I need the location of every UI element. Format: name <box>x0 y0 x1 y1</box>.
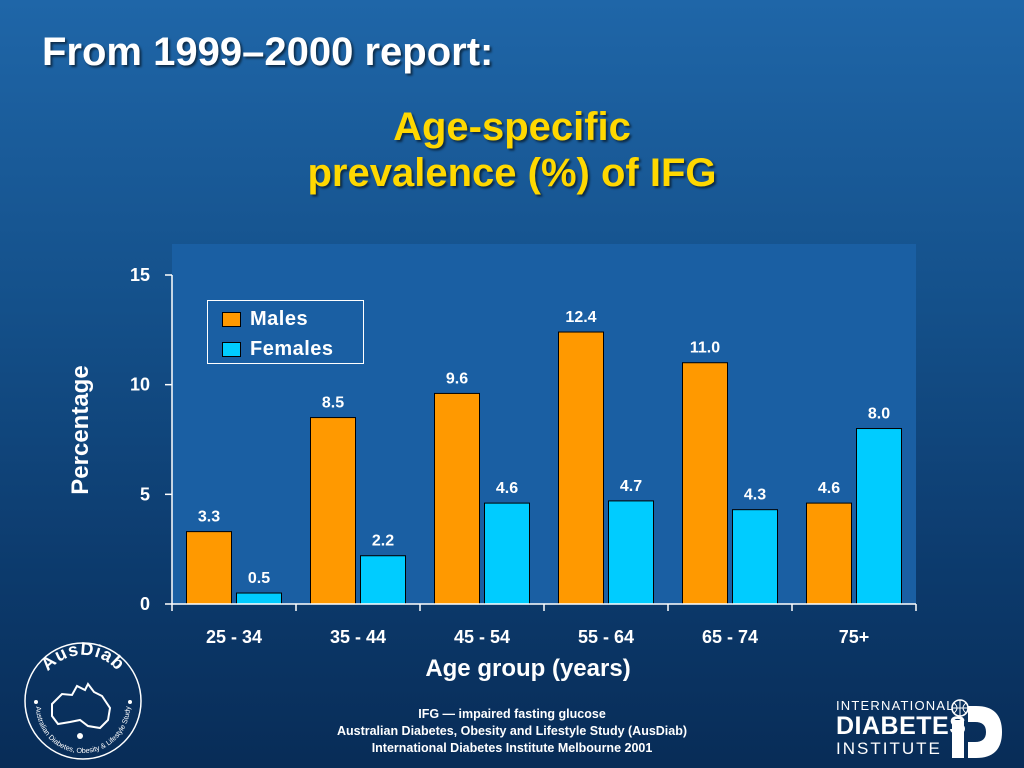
bar-males-0 <box>186 531 232 605</box>
data-label-females-0: 0.5 <box>248 570 270 587</box>
slide-heading: From 1999–2000 report: <box>42 30 494 74</box>
tasmania-icon <box>77 733 83 739</box>
data-label-females-2: 4.6 <box>496 480 518 497</box>
idi-emblem-icon <box>951 699 1002 758</box>
bar-females-3 <box>608 500 654 605</box>
legend-item-females: Females <box>222 338 334 361</box>
bar-females-5 <box>856 428 902 605</box>
chart-title-line1: Age-specific <box>393 105 631 149</box>
data-label-males-2: 9.6 <box>446 370 468 387</box>
x-tick-label-0: 25 - 34 <box>206 627 262 647</box>
svg-text:AusDiab: AusDiab <box>37 640 129 674</box>
data-label-females-4: 4.3 <box>744 487 766 504</box>
legend-swatch-males <box>222 312 241 327</box>
x-tick-label-1: 35 - 44 <box>330 627 386 647</box>
idi-logo: INTERNATIONAL DIABETES INSTITUTE <box>836 698 1004 760</box>
data-label-males-5: 4.6 <box>818 480 840 497</box>
x-tick-label-3: 55 - 64 <box>578 627 634 647</box>
bar-males-2 <box>434 392 480 605</box>
legend-swatch-females <box>222 342 241 357</box>
data-label-females-1: 2.2 <box>372 533 394 550</box>
australia-map-icon <box>51 682 112 730</box>
plot-area <box>172 244 916 604</box>
ausdiab-logo: AusDiab Australian Diabetes, Obesity & L… <box>24 640 142 760</box>
data-label-females-3: 4.7 <box>620 478 642 495</box>
x-tick-label-4: 65 - 74 <box>702 627 758 647</box>
y-tick-label-5: 5 <box>140 484 150 504</box>
x-tick-label-5: 75+ <box>839 627 870 647</box>
bar-females-4 <box>732 509 778 605</box>
bar-males-5 <box>806 502 852 605</box>
bar-males-4 <box>682 362 728 605</box>
legend-label-females: Females <box>250 338 334 360</box>
data-label-males-1: 8.5 <box>322 395 344 412</box>
footnote: IFG — impaired fasting glucose Australia… <box>240 706 784 757</box>
x-tick-label-2: 45 - 54 <box>454 627 510 647</box>
y-axis-label: Percentage <box>67 365 94 494</box>
bar-males-3 <box>558 331 604 605</box>
legend: Males Females <box>207 300 364 364</box>
y-tick-label-0: 0 <box>140 594 150 614</box>
y-tick-label-15: 15 <box>130 265 150 285</box>
data-label-males-0: 3.3 <box>198 509 220 526</box>
legend-item-males: Males <box>222 308 308 331</box>
bar-males-1 <box>310 417 356 605</box>
bar-females-2 <box>484 502 530 605</box>
x-axis-label: Age group (years) <box>425 655 630 682</box>
idi-line2: DIABETES <box>836 712 967 740</box>
bar-females-0 <box>236 592 282 605</box>
data-label-females-5: 8.0 <box>868 406 890 423</box>
bar-females-1 <box>360 555 406 605</box>
data-label-males-3: 12.4 <box>565 309 596 326</box>
idi-line1: INTERNATIONAL <box>836 698 955 713</box>
y-tick-label-10: 10 <box>130 375 150 395</box>
bar-chart: 0 5 10 15 25 - 34 35 - 44 45 - 54 55 - 64 65 - 7… <box>67 244 916 682</box>
chart-title: Age-specific prevalence (%) of IFG <box>0 104 1024 196</box>
footnote-line2: Australian Diabetes, Obesity and Lifesty… <box>336 724 688 738</box>
footnote-line3: International Diabetes Institute Melbour… <box>371 741 653 755</box>
footnote-line1: IFG — impaired fasting glucose <box>418 707 606 721</box>
idi-line3: INSTITUTE <box>836 739 942 758</box>
data-label-males-4: 11.0 <box>690 340 720 357</box>
chart-title-line2: prevalence (%) of IFG <box>307 151 717 195</box>
ausdiab-name: AusDiab <box>37 640 128 674</box>
legend-label-males: Males <box>250 308 309 330</box>
